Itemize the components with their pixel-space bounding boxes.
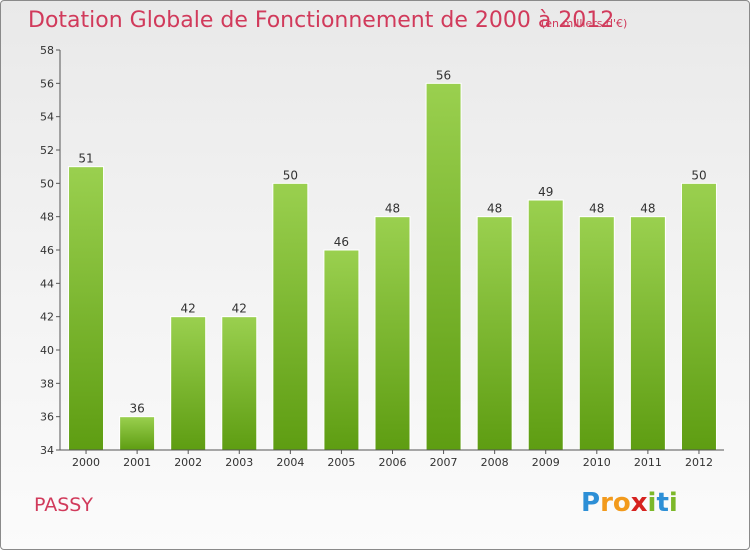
bar-2008 <box>476 216 513 451</box>
bar-2001 <box>119 416 156 451</box>
data-label-2006: 48 <box>385 202 400 216</box>
bar-2002 <box>170 316 207 451</box>
data-label-2002: 42 <box>181 302 196 316</box>
bar-2006 <box>374 216 411 451</box>
y-tick-label: 42 <box>40 311 54 324</box>
y-tick-label: 48 <box>40 211 54 224</box>
y-tick-label: 44 <box>40 277 54 290</box>
y-tick-label: 56 <box>40 77 54 90</box>
axes-group: 34 36 38 40 42 44 46 48 50 52 54 56 58 2000 2001 2002 20… <box>40 44 724 469</box>
x-tick-label-2000: 2000 <box>72 456 100 469</box>
x-tick-label-2002: 2002 <box>174 456 202 469</box>
data-label-2010: 48 <box>589 202 604 216</box>
x-tick-label-2006: 2006 <box>379 456 407 469</box>
data-label-2008: 48 <box>487 202 502 216</box>
y-tick-label: 54 <box>40 111 54 124</box>
x-tick-label-2009: 2009 <box>532 456 560 469</box>
x-tick-label-2004: 2004 <box>276 456 304 469</box>
bar-2007 <box>425 82 462 451</box>
y-tick-label: 58 <box>40 44 54 57</box>
data-label-2009: 49 <box>538 185 553 199</box>
data-label-2004: 50 <box>283 168 298 182</box>
data-label-2012: 50 <box>691 168 706 182</box>
commune-name: PASSY <box>34 494 93 516</box>
y-tick-label: 40 <box>40 344 54 357</box>
data-label-2007: 56 <box>436 68 451 82</box>
proxiti-logo: Proxiti <box>581 488 678 518</box>
data-label-2000: 51 <box>78 152 93 166</box>
bar-2000 <box>68 166 105 451</box>
bar-2005 <box>323 249 360 451</box>
x-tick-label-2008: 2008 <box>481 456 509 469</box>
chart-unit-note: (en milliers d'€) <box>541 17 628 30</box>
x-tick-label-2005: 2005 <box>327 456 355 469</box>
bar-2003 <box>221 316 258 451</box>
x-tick-label-2012: 2012 <box>685 456 713 469</box>
x-tick-label-2010: 2010 <box>583 456 611 469</box>
y-tick-label: 50 <box>40 177 54 190</box>
y-tick-label: 52 <box>40 144 54 157</box>
bar-2011 <box>629 216 666 451</box>
data-label-2011: 48 <box>640 202 655 216</box>
bar-2012 <box>680 182 717 451</box>
x-tick-label-2011: 2011 <box>634 456 662 469</box>
y-tick-label: 36 <box>40 411 54 424</box>
chart-title: Dotation Globale de Fonctionnement de 20… <box>28 8 615 33</box>
y-tick-label: 38 <box>40 377 54 390</box>
y-tick-label: 34 <box>40 444 54 457</box>
data-label-2005: 46 <box>334 235 349 249</box>
data-label-2003: 42 <box>232 302 247 316</box>
bar-2010 <box>578 216 615 451</box>
bar-2009 <box>527 199 564 451</box>
x-tick-label-2003: 2003 <box>225 456 253 469</box>
data-label-2001: 36 <box>129 402 144 416</box>
x-tick-label-2001: 2001 <box>123 456 151 469</box>
y-tick-label: 46 <box>40 244 54 257</box>
x-tick-label-2007: 2007 <box>430 456 458 469</box>
bars-group: 51 36 42 42 50 46 48 56 48 49 48 48 50 <box>68 68 717 451</box>
bar-2004 <box>272 182 309 451</box>
